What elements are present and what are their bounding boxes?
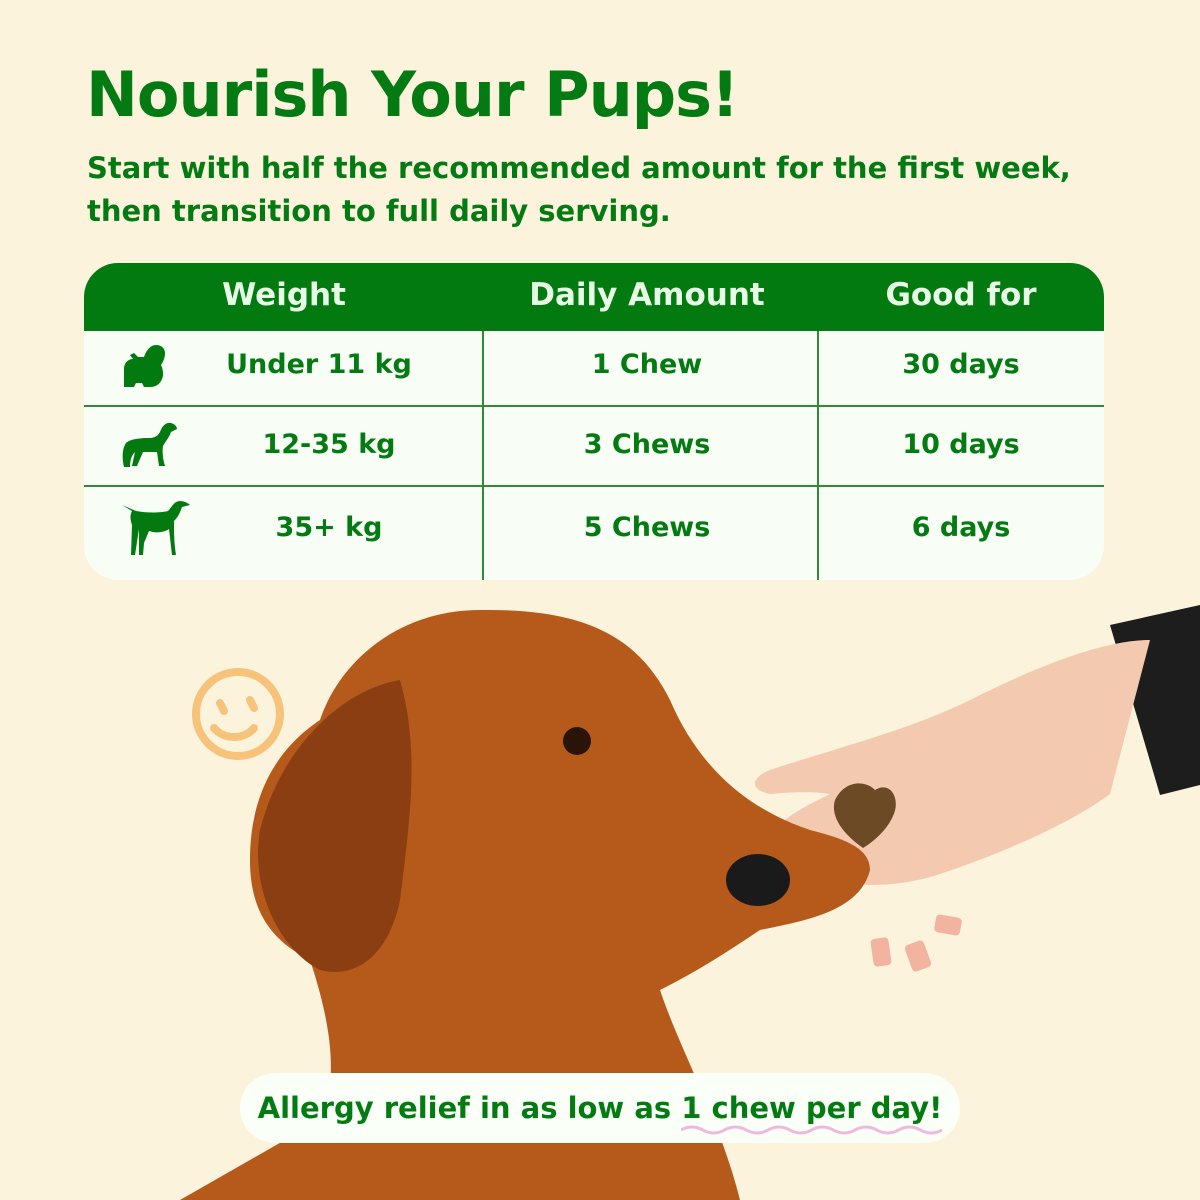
column-header-daily-amount: Daily Amount — [529, 277, 765, 313]
table-row: Under 11 kg 1 Chew 30 days — [84, 331, 1104, 407]
table-header: Weight Daily Amount Good for — [84, 263, 1104, 331]
column-divider — [817, 331, 819, 580]
smiley-doodle-icon — [192, 668, 284, 760]
large-dog-icon — [122, 501, 190, 555]
chew-treat — [833, 783, 896, 848]
medium-dog-icon — [122, 422, 177, 467]
weight-cell: Under 11 kg — [226, 349, 412, 380]
dog-nose — [726, 854, 790, 906]
page-title: Nourish Your Pups! — [86, 58, 739, 131]
banner-text: Allergy relief in as low as — [257, 1091, 682, 1125]
column-header-good-for: Good for — [885, 277, 1037, 313]
dosage-table: Weight Daily Amount Good for Under 11 kg… — [84, 263, 1104, 580]
page-subtitle: Start with half the recommended amount f… — [87, 151, 1071, 228]
duration-cell: 10 days — [902, 429, 1020, 460]
dog-eye — [563, 727, 591, 755]
weight-cell: 35+ kg — [275, 512, 383, 543]
table-row: 12-35 kg 3 Chews 10 days — [84, 407, 1104, 487]
amount-cell: 1 Chew — [591, 349, 703, 380]
amount-cell: 3 Chews — [583, 429, 711, 460]
dog-ear — [258, 680, 412, 972]
column-divider — [482, 331, 484, 580]
dog-eating-chew-photo — [180, 605, 1200, 1200]
promo-banner: Allergy relief in as low as 1 chew per d… — [240, 1073, 960, 1143]
wavy-underline-icon — [681, 1125, 943, 1135]
column-header-weight: Weight — [222, 277, 346, 313]
treat-crumbs-icon — [870, 914, 962, 972]
weight-cell: 12-35 kg — [262, 429, 396, 460]
small-dog-icon — [124, 345, 165, 387]
amount-cell: 5 Chews — [583, 512, 711, 543]
duration-cell: 6 days — [911, 512, 1011, 543]
banner-highlight-text: 1 chew per day! — [681, 1091, 943, 1125]
banner-highlight: 1 chew per day! — [681, 1073, 943, 1143]
table-row: 35+ kg 5 Chews 6 days — [84, 487, 1104, 580]
duration-cell: 30 days — [902, 349, 1020, 380]
